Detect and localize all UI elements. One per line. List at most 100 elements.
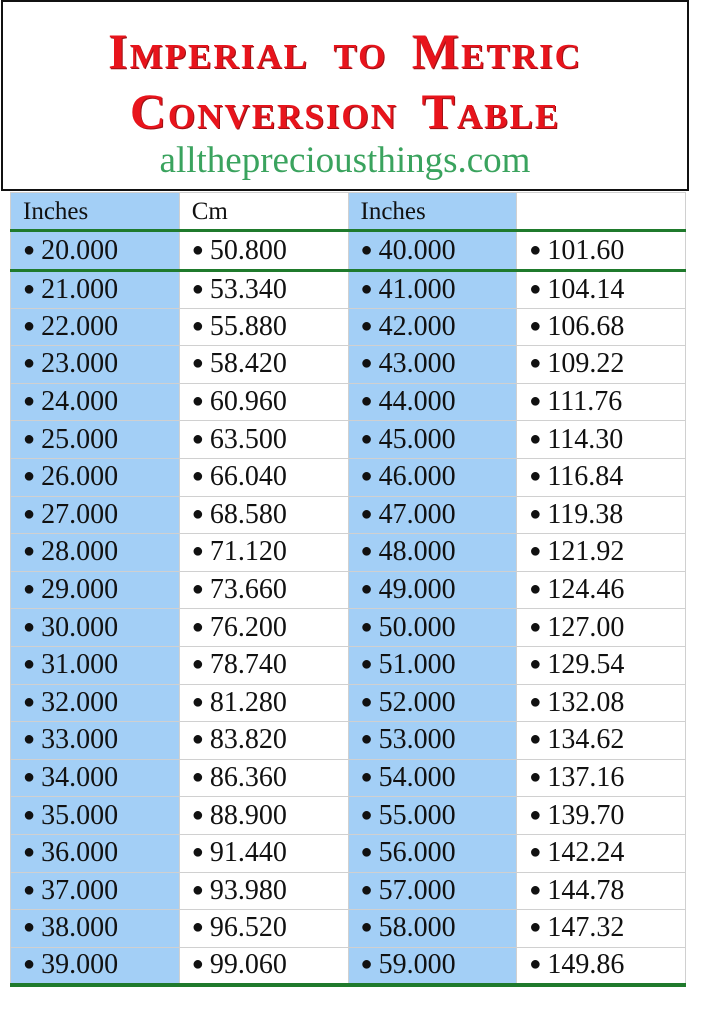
cm-cell: ● 83.820 [178,721,349,760]
inches-cell: ● 34.000 [10,758,180,798]
title-line-1: Imperial to Metric [108,23,582,79]
table-row: ● 33.000 ● 83.820 ● 53.000 ● 134.62 [10,721,686,760]
bullet-icon: ● [23,690,36,713]
table-row: ● 36.000 ● 91.440 ● 56.000 ● 142.24 [10,833,686,873]
bullet-icon: ● [191,502,204,525]
cell-value: 20.000 [41,234,119,266]
bullet-icon: ● [529,390,542,413]
table-row: ● 22.000 ● 55.880 ● 42.000 ● 106.68 [10,307,686,347]
cell-value: 88.900 [209,799,287,831]
cell-value: 76.200 [209,611,287,643]
bullet-icon: ● [360,540,373,563]
cell-value: 132.08 [547,686,625,718]
inches-cell: ● 57.000 [347,871,518,911]
cm-cell: ● 134.62 [516,721,686,760]
cm-cell: ● 68.580 [178,495,349,535]
cell-value: 111.76 [547,386,623,418]
cell-value: 22.000 [41,310,119,342]
cm-cell: ● 71.120 [178,533,349,572]
inches-cell: ● 42.000 [347,307,518,347]
table-row: ● 23.000 ● 58.420 ● 43.000 ● 109.22 [10,345,686,384]
bullet-icon: ● [360,352,373,375]
header-row: Inches Cm Inches [10,192,686,232]
bullet-icon: ● [529,728,542,751]
cell-value: 121.92 [547,536,625,568]
inches-cell: ● 43.000 [347,345,518,384]
table-row: ● 39.000 ● 99.060 ● 59.000 ● 149.86 [10,946,686,987]
bullet-icon: ● [529,314,542,337]
bullet-icon: ● [529,578,542,601]
cm-cell: ● 127.00 [516,608,686,647]
bullet-icon: ● [191,465,204,488]
cell-value: 129.54 [547,649,625,681]
bullet-icon: ● [529,916,542,939]
cell-value: 50.800 [209,234,287,266]
cell-value: 106.68 [547,310,625,342]
cell-value: 96.520 [209,912,287,944]
inches-cell: ● 58.000 [347,909,518,948]
cm-cell: ● 58.420 [178,345,349,384]
cm-cell: ● 109.22 [516,345,686,384]
inches-cell: ● 31.000 [10,645,180,685]
cell-value: 60.960 [209,386,287,418]
bullet-icon: ● [191,427,204,450]
cell-value: 124.46 [547,574,625,606]
bullet-icon: ● [191,803,204,826]
cell-value: 53.000 [378,724,456,756]
cell-value: 149.86 [547,949,625,981]
bullet-icon: ● [191,615,204,638]
cm-cell: ● 81.280 [178,683,349,723]
bullet-icon: ● [23,427,36,450]
bullet-icon: ● [360,578,373,601]
cm-cell: ● 139.70 [516,796,686,835]
bullet-icon: ● [529,690,542,713]
bullet-icon: ● [529,352,542,375]
cell-value: 73.660 [209,574,287,606]
cell-value: 58.420 [209,348,287,380]
inches-cell: ● 49.000 [347,570,518,610]
inches-cell: ● 48.000 [347,533,518,572]
bullet-icon: ● [23,615,36,638]
bullet-icon: ● [23,841,36,864]
bullet-icon: ● [360,953,373,976]
inches-cell: ● 27.000 [10,495,180,535]
cell-value: 42.000 [378,310,456,342]
cell-value: 93.980 [209,874,287,906]
website-label: allthepreciousthings.com [159,140,531,181]
cell-value: 81.280 [209,686,287,718]
bullet-icon: ● [23,728,36,751]
title-line-2: Conversion Table [129,83,561,139]
cell-value: 31.000 [41,649,119,681]
cell-value: 144.78 [547,874,625,906]
table-row: ● 38.000 ● 96.520 ● 58.000 ● 147.32 [10,909,686,948]
cell-value: 24.000 [41,386,119,418]
bullet-icon: ● [529,766,542,789]
cell-value: 30.000 [41,611,119,643]
bullet-icon: ● [191,314,204,337]
inches-cell: ● 21.000 [10,270,180,309]
bullet-icon: ● [360,615,373,638]
inches-cell: ● 41.000 [347,270,518,309]
bullet-icon: ● [23,916,36,939]
inches-cell: ● 33.000 [10,721,180,760]
cell-value: 38.000 [41,912,119,944]
bullet-icon: ● [360,916,373,939]
bullet-icon: ● [23,540,36,563]
bullet-icon: ● [529,615,542,638]
inches-cell: ● 37.000 [10,871,180,911]
cell-value: 37.000 [41,874,119,906]
bullet-icon: ● [23,390,36,413]
bullet-icon: ● [360,653,373,676]
inches-cell: ● 24.000 [10,382,180,422]
inches-cell: ● 55.000 [347,796,518,835]
cm-cell: ● 129.54 [516,645,686,685]
cell-value: 44.000 [378,386,456,418]
bullet-icon: ● [360,427,373,450]
cell-value: 127.00 [547,611,625,643]
cm-cell: ● 76.200 [178,608,349,647]
cell-value: 23.000 [41,348,119,380]
cell-value: 54.000 [378,762,456,794]
bullet-icon: ● [191,841,204,864]
bullet-icon: ● [191,728,204,751]
cell-value: 27.000 [41,498,119,530]
